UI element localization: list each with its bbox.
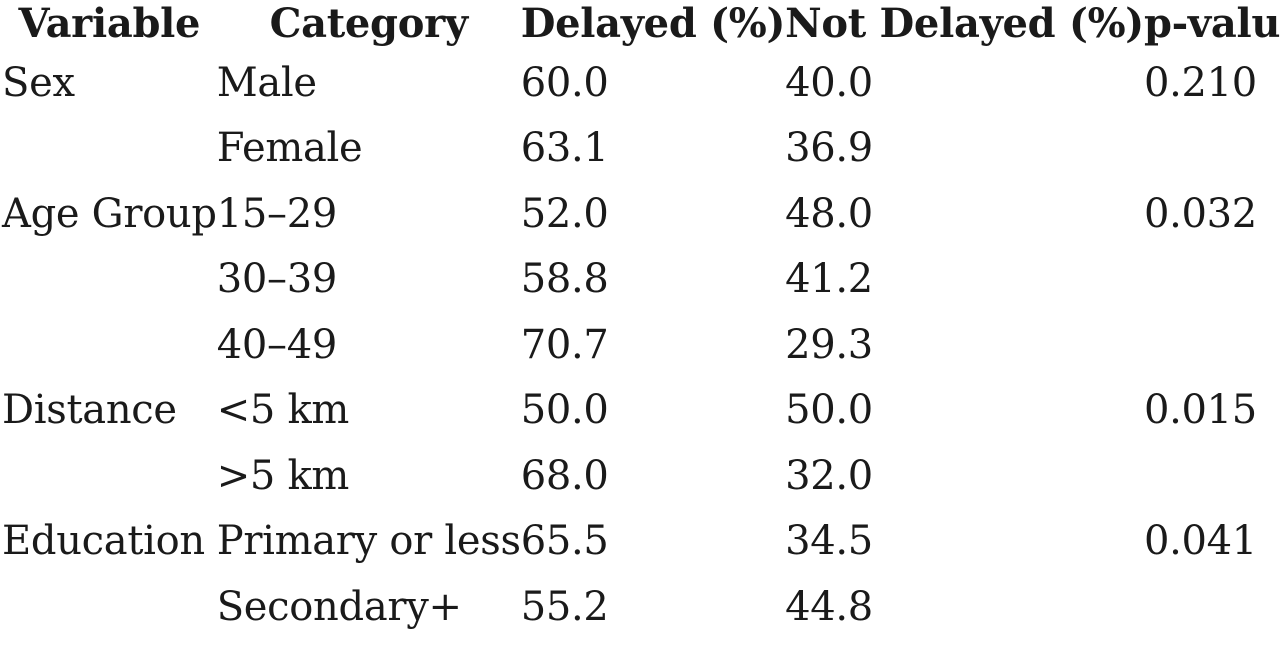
- cell-delayed: 58.8: [520, 256, 609, 303]
- cell-not-delayed: 36.9: [785, 125, 873, 172]
- cell-variable: [0, 116, 217, 182]
- header-variable: Variable: [18, 0, 201, 47]
- cell-variable: [0, 574, 217, 640]
- cell-delayed: 50.0: [520, 387, 609, 434]
- cell-not-delayed: 29.3: [785, 321, 873, 368]
- table-body: Sex Male 60.0 40.0 0.210 Female 63.1 36.…: [0, 50, 1280, 640]
- header-row: Variable Category Delayed (%) Not Delaye…: [0, 0, 1280, 50]
- table-row: Sex Male 60.0 40.0 0.210: [0, 50, 1280, 116]
- table-header: Variable Category Delayed (%) Not Delaye…: [0, 0, 1280, 50]
- cell-delayed: 55.2: [520, 583, 609, 630]
- cell-category: Secondary+: [216, 583, 462, 630]
- cell-p-value: 0.015: [1143, 387, 1257, 434]
- table-row: 30–39 58.8 41.2: [0, 247, 1280, 313]
- cell-p-value: [1144, 574, 1280, 640]
- cell-variable: Education: [2, 518, 205, 565]
- table-row: Female 63.1 36.9: [0, 116, 1280, 182]
- table-row: Secondary+ 55.2 44.8: [0, 574, 1280, 640]
- cell-not-delayed: 41.2: [785, 256, 873, 303]
- cell-category: 40–49: [216, 321, 338, 368]
- cell-delayed: 60.0: [520, 59, 609, 106]
- cell-delayed: 52.0: [520, 190, 609, 237]
- cell-not-delayed: 44.8: [785, 583, 873, 630]
- cell-p-value: 0.032: [1143, 190, 1257, 237]
- cell-category: Male: [216, 59, 317, 106]
- header-p-value: p-value: [1143, 0, 1280, 47]
- cell-variable: Age Group: [2, 190, 217, 237]
- cell-category: 15–29: [216, 190, 338, 237]
- cell-variable: [0, 247, 217, 313]
- table-row: 40–49 70.7 29.3: [0, 312, 1280, 378]
- header-category: Category: [269, 0, 469, 47]
- header-delayed: Delayed (%): [520, 0, 786, 47]
- cell-delayed: 65.5: [520, 518, 609, 565]
- cell-delayed: 68.0: [520, 452, 609, 499]
- table-row: Education Primary or less 65.5 34.5 0.04…: [0, 509, 1280, 575]
- cell-variable: [0, 312, 217, 378]
- cell-not-delayed: 32.0: [785, 452, 873, 499]
- cell-variable: Distance: [2, 387, 177, 434]
- table-row: Age Group 15–29 52.0 48.0 0.032: [0, 181, 1280, 247]
- cell-p-value: 0.041: [1143, 518, 1257, 565]
- cell-category: >5 km: [216, 452, 350, 499]
- cell-not-delayed: 40.0: [785, 59, 873, 106]
- cell-not-delayed: 48.0: [785, 190, 873, 237]
- cell-p-value: [1144, 443, 1280, 509]
- cell-delayed: 70.7: [520, 321, 609, 368]
- cell-variable: [0, 443, 217, 509]
- table-row: >5 km 68.0 32.0: [0, 443, 1280, 509]
- cell-p-value: [1144, 312, 1280, 378]
- cell-not-delayed: 34.5: [785, 518, 873, 565]
- table-row: Distance <5 km 50.0 50.0 0.015: [0, 378, 1280, 444]
- cell-p-value: 0.210: [1143, 59, 1257, 106]
- cell-p-value: [1144, 247, 1280, 313]
- cell-variable: Sex: [2, 59, 75, 106]
- cell-delayed: 63.1: [520, 125, 609, 172]
- cell-not-delayed: 50.0: [785, 387, 873, 434]
- cell-category: Female: [216, 125, 363, 172]
- cell-category: 30–39: [216, 256, 338, 303]
- cell-category: Primary or less: [216, 518, 521, 565]
- cell-category: <5 km: [216, 387, 350, 434]
- header-not-delayed: Not Delayed (%): [785, 0, 1144, 47]
- cell-p-value: [1144, 116, 1280, 182]
